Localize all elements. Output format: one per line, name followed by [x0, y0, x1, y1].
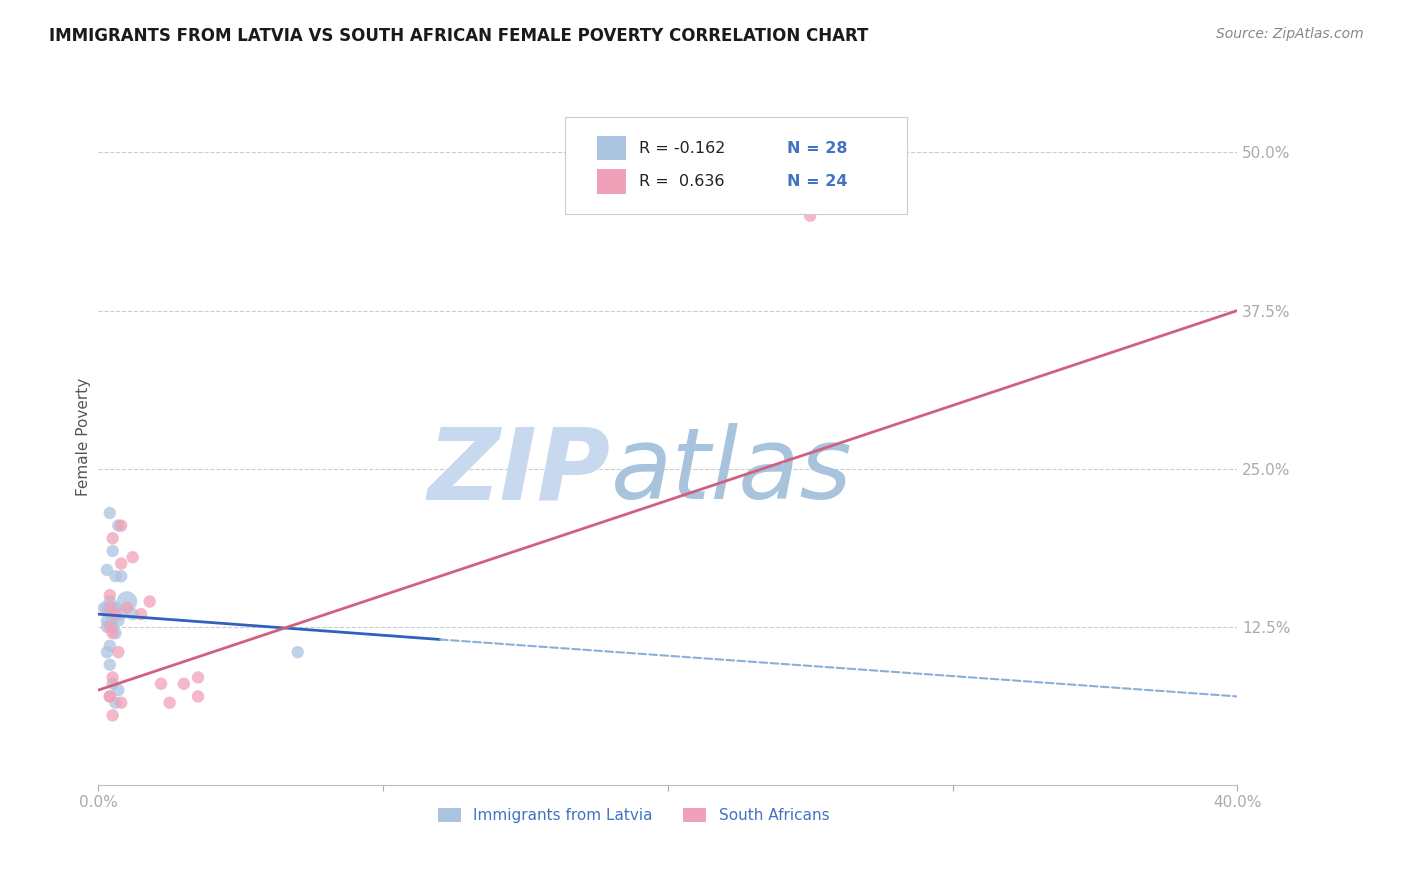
Point — [96, 620, 118, 634]
Point — [96, 600, 118, 615]
Point — [187, 690, 209, 704]
Legend: Immigrants from Latvia, South Africans: Immigrants from Latvia, South Africans — [432, 802, 835, 830]
Point — [150, 677, 173, 691]
Point — [98, 594, 121, 608]
Text: IMMIGRANTS FROM LATVIA VS SOUTH AFRICAN FEMALE POVERTY CORRELATION CHART: IMMIGRANTS FROM LATVIA VS SOUTH AFRICAN … — [49, 27, 869, 45]
Text: atlas: atlas — [612, 424, 852, 520]
Point — [98, 639, 121, 653]
Point — [98, 690, 121, 704]
Point — [96, 645, 118, 659]
Text: N = 28: N = 28 — [787, 141, 848, 156]
Point — [101, 600, 124, 615]
Point — [98, 690, 121, 704]
Point — [115, 594, 138, 608]
Point — [104, 600, 127, 615]
Point — [110, 569, 132, 583]
Point — [101, 544, 124, 558]
Point — [98, 620, 121, 634]
Point — [101, 626, 124, 640]
Point — [110, 518, 132, 533]
Point — [98, 506, 121, 520]
FancyBboxPatch shape — [565, 117, 907, 214]
Point — [98, 600, 121, 615]
Point — [110, 557, 132, 571]
Point — [101, 620, 124, 634]
Point — [104, 607, 127, 622]
Point — [93, 600, 115, 615]
Point — [101, 677, 124, 691]
Y-axis label: Female Poverty: Female Poverty — [76, 378, 91, 496]
Point — [107, 645, 129, 659]
Point — [96, 563, 118, 577]
Text: R =  0.636: R = 0.636 — [640, 174, 725, 189]
Point — [107, 614, 129, 628]
Point — [107, 683, 129, 698]
Point — [101, 531, 124, 545]
Point — [187, 670, 209, 684]
Point — [129, 607, 152, 622]
Point — [104, 569, 127, 583]
Bar — [598, 169, 626, 194]
Point — [107, 518, 129, 533]
Point — [121, 607, 143, 622]
Point — [110, 696, 132, 710]
Point — [98, 607, 121, 622]
Point — [104, 626, 127, 640]
Text: ZIP: ZIP — [427, 424, 612, 520]
Point — [138, 594, 160, 608]
Point — [96, 614, 118, 628]
Point — [101, 614, 124, 628]
Point — [287, 645, 309, 659]
Point — [98, 657, 121, 672]
Text: R = -0.162: R = -0.162 — [640, 141, 725, 156]
Point — [121, 550, 143, 565]
Point — [101, 708, 124, 723]
Point — [98, 588, 121, 602]
Point — [799, 209, 821, 223]
Text: N = 24: N = 24 — [787, 174, 848, 189]
Bar — [598, 136, 626, 161]
Point — [101, 670, 124, 684]
Point — [115, 600, 138, 615]
Text: Source: ZipAtlas.com: Source: ZipAtlas.com — [1216, 27, 1364, 41]
Point — [159, 696, 181, 710]
Point — [104, 696, 127, 710]
Point — [173, 677, 195, 691]
Point — [110, 607, 132, 622]
